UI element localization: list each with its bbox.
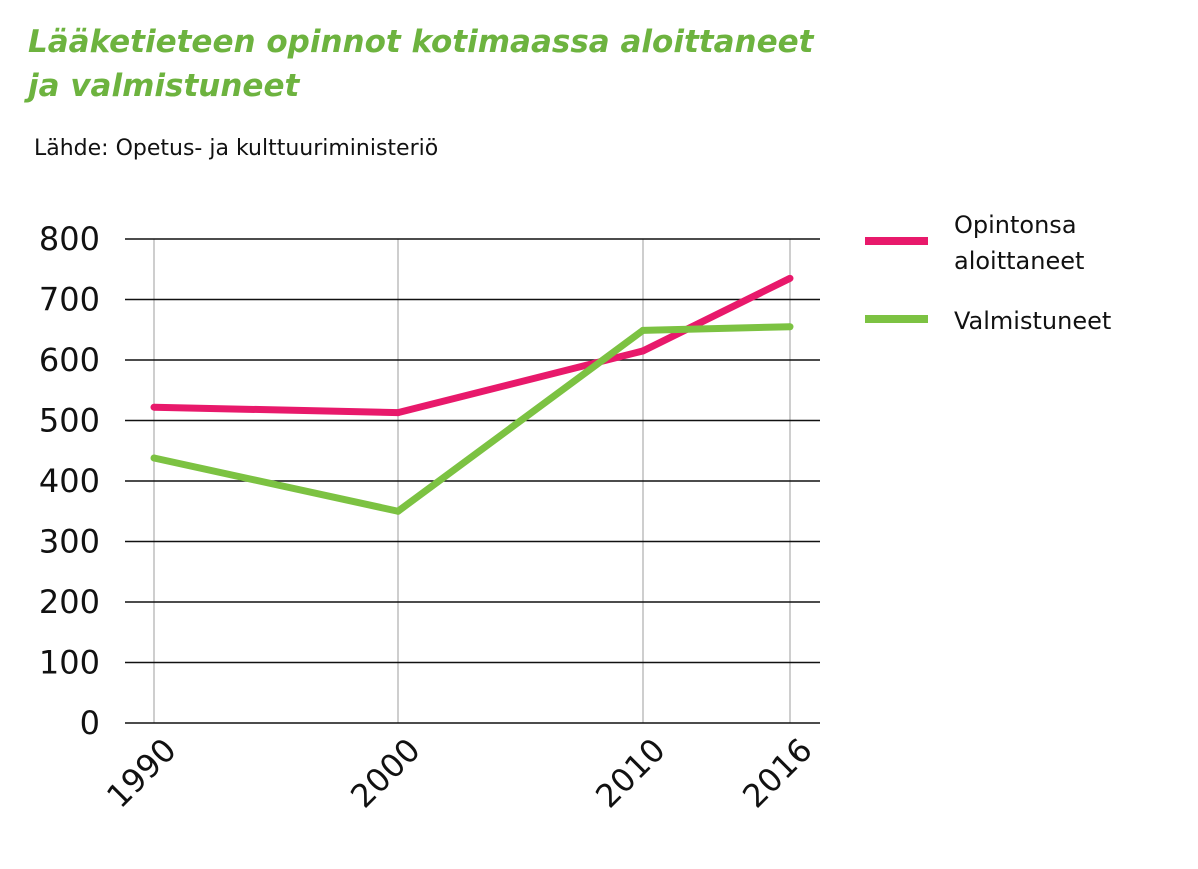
- data-series: [150, 274, 794, 515]
- chart-title-line-1: Lääketieteen opinnot kotimaassa aloittan…: [28, 24, 814, 60]
- data-point-aloittaneet-1990: [150, 403, 158, 411]
- x-tick-label-2010: 2010: [588, 731, 672, 815]
- legend: Opintonsa aloittaneet Valmistuneet: [865, 211, 1111, 335]
- series-line-valmistuneet: [153, 323, 791, 515]
- x-axis-ticks: 1990 2000 2010 2016: [99, 731, 819, 815]
- chart-title-line-2: ja valmistuneet: [28, 68, 300, 104]
- y-tick-label-400: 400: [39, 462, 100, 500]
- x-tick-label-2000: 2000: [343, 731, 427, 815]
- data-point-valmistuneet-2016: [786, 323, 794, 331]
- data-point-aloittaneet-2010: [639, 347, 647, 355]
- x-tick-label-1990: 1990: [99, 731, 183, 815]
- y-tick-label-100: 100: [39, 644, 100, 682]
- legend-label-valmistuneet-line-1: Valmistuneet: [954, 307, 1111, 335]
- data-point-valmistuneet-1990: [150, 454, 158, 462]
- data-point-aloittaneet-2016: [786, 274, 794, 282]
- chart-source: Lähde: Opetus- ja kulttuuriministeriö: [34, 136, 439, 161]
- y-tick-label-600: 600: [39, 341, 100, 379]
- series-line-aloittaneet: [153, 275, 792, 417]
- data-point-valmistuneet-2010: [639, 326, 647, 334]
- y-tick-label-700: 700: [39, 281, 100, 319]
- y-axis-ticks: 0 100 200 300 400 500 600 700 800: [39, 220, 100, 742]
- y-tick-label-300: 300: [39, 523, 100, 561]
- data-point-aloittaneet-2000: [394, 409, 402, 417]
- data-point-valmistuneet-2000: [394, 507, 402, 515]
- legend-label-aloittaneet-line-2: aloittaneet: [954, 247, 1084, 275]
- y-tick-label-200: 200: [39, 583, 100, 621]
- horizontal-gridlines: [125, 238, 820, 724]
- legend-label-aloittaneet-line-1: Opintonsa: [954, 211, 1077, 239]
- y-tick-label-800: 800: [39, 220, 100, 258]
- x-tick-label-2016: 2016: [735, 731, 819, 815]
- y-tick-label-0: 0: [80, 704, 100, 742]
- y-tick-label-500: 500: [39, 402, 100, 440]
- chart-title: Lääketieteen opinnot kotimaassa aloittan…: [28, 20, 813, 108]
